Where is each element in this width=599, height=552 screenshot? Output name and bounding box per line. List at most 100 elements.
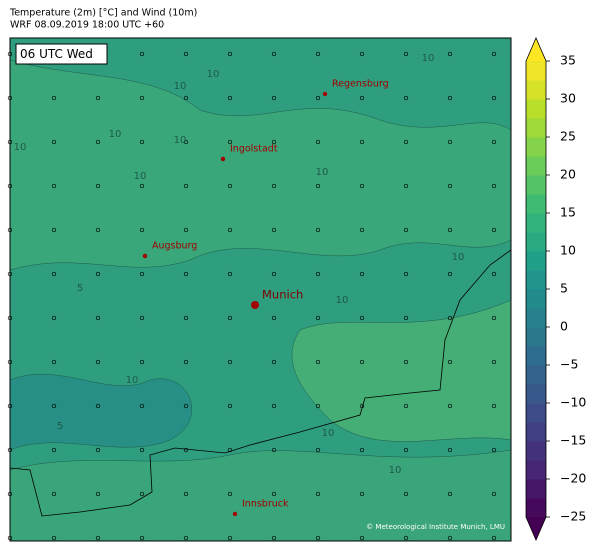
station	[95, 139, 101, 145]
country-border	[9, 249, 512, 517]
city-marker	[142, 253, 148, 259]
station	[315, 95, 321, 101]
colorbar-band	[526, 137, 546, 157]
station	[359, 183, 365, 189]
station	[403, 183, 409, 189]
station	[447, 315, 453, 321]
station	[271, 95, 277, 101]
colorbar-extend-low	[526, 517, 546, 540]
colorbar-tick-label: 15	[560, 205, 576, 220]
station	[227, 403, 233, 409]
colorbar-band	[526, 99, 546, 119]
station	[271, 403, 277, 409]
colorbar-tick-label: 10	[560, 243, 576, 258]
station	[403, 271, 409, 277]
station	[447, 95, 453, 101]
warm-region	[291, 299, 512, 442]
colorbar-band	[526, 308, 546, 328]
station	[139, 95, 145, 101]
station	[271, 359, 277, 365]
map-frame	[9, 37, 512, 542]
station	[403, 535, 409, 541]
city-name: Ingolstadt	[230, 144, 278, 155]
city-marker	[251, 301, 259, 309]
station	[447, 183, 453, 189]
station	[359, 271, 365, 277]
station	[447, 491, 453, 497]
colorbar-tick-label: 35	[560, 53, 576, 68]
city-name: Innsbruck	[242, 499, 289, 510]
subtitle: WRF 08.09.2019 18:00 UTC +60	[10, 20, 164, 31]
station	[359, 315, 365, 321]
colorbar-band	[526, 80, 546, 100]
station	[227, 51, 233, 57]
alpine-region	[9, 449, 512, 542]
station	[315, 139, 321, 145]
station	[315, 491, 321, 497]
colorbar-band	[526, 175, 546, 195]
station	[51, 535, 57, 541]
colorbar-band	[526, 365, 546, 385]
station	[403, 139, 409, 145]
temperature-fields	[9, 59, 512, 542]
station	[227, 447, 233, 453]
station	[183, 315, 189, 321]
station	[183, 271, 189, 277]
station	[227, 227, 233, 233]
station	[183, 51, 189, 57]
station	[447, 51, 453, 57]
station	[315, 315, 321, 321]
station	[315, 359, 321, 365]
station	[403, 403, 409, 409]
colorbar-band	[526, 460, 546, 480]
station	[95, 95, 101, 101]
station	[139, 139, 145, 145]
station	[491, 271, 497, 277]
contour-label: 10	[134, 171, 147, 182]
station	[139, 315, 145, 321]
contour-label: 10	[422, 53, 435, 64]
station	[491, 359, 497, 365]
station	[315, 535, 321, 541]
colorbar-tick-label: −20	[560, 471, 586, 486]
colorbar-band	[526, 346, 546, 366]
station	[183, 183, 189, 189]
station	[403, 95, 409, 101]
station	[139, 535, 145, 541]
station	[491, 491, 497, 497]
station	[359, 227, 365, 233]
colorbar-band	[526, 232, 546, 252]
contour-labels: 10 10 10 10 10 10 10 10 5 5 10 10 10 10 10	[14, 53, 465, 476]
colorbar-band	[526, 270, 546, 290]
station	[491, 227, 497, 233]
contour-label: 10	[452, 252, 465, 263]
station	[51, 95, 57, 101]
station	[491, 535, 497, 541]
cool-region	[9, 374, 192, 451]
station	[491, 403, 497, 409]
station	[359, 447, 365, 453]
contour-label: 10	[109, 129, 122, 140]
station	[271, 183, 277, 189]
colorbar-tick-label: 0	[560, 319, 568, 334]
colorbar-band	[526, 498, 546, 518]
colorbar-tick-label: −10	[560, 395, 586, 410]
station	[183, 403, 189, 409]
station	[403, 491, 409, 497]
colorbar-band	[526, 422, 546, 442]
station	[447, 403, 453, 409]
station	[183, 139, 189, 145]
colorbar-band	[526, 327, 546, 347]
colorbar-band	[526, 479, 546, 499]
colorbar-band	[526, 441, 546, 461]
colorbar-band	[526, 251, 546, 271]
station	[403, 359, 409, 365]
station	[315, 403, 321, 409]
station	[51, 359, 57, 365]
colorbar-extend-high	[526, 38, 546, 61]
station	[491, 139, 497, 145]
city-name: Regensburg	[332, 79, 389, 90]
station	[51, 491, 57, 497]
